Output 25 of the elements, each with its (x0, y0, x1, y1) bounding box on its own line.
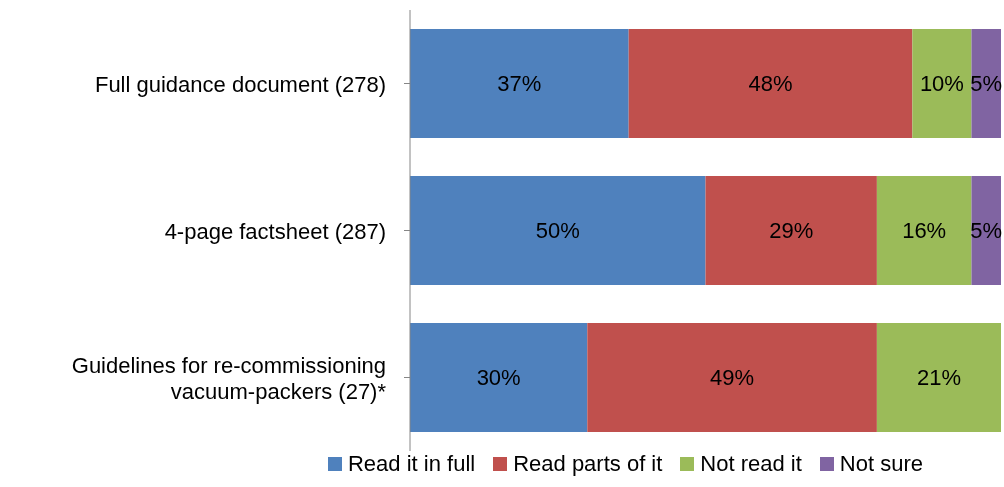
data-label: 37% (497, 71, 542, 97)
legend-label: Read parts of it (513, 451, 663, 477)
data-label: 30% (476, 365, 521, 391)
data-label: 21% (916, 365, 961, 391)
y-tick-label: Full guidance document (278) (94, 71, 386, 96)
legend-label: Read it in full (347, 451, 476, 477)
bar (912, 29, 972, 139)
data-label: 50% (535, 218, 580, 244)
data-label: 49% (710, 365, 755, 391)
bar (876, 176, 972, 286)
bar (410, 29, 629, 139)
bar (876, 323, 1001, 433)
data-label: 29% (769, 218, 814, 244)
data-label: 16% (902, 218, 947, 244)
legend-label: Not sure (839, 451, 924, 477)
bar (410, 323, 588, 433)
bar (410, 176, 706, 286)
bar (628, 29, 913, 139)
data-label: 10% (919, 71, 964, 97)
legend-label: Not read it (700, 451, 802, 477)
y-tick-label: 4-page factsheet (287) (164, 218, 386, 243)
bar (705, 176, 877, 286)
data-label: 48% (748, 71, 793, 97)
bar (587, 323, 877, 433)
y-tick-label: Guidelines for re-commissioning vacuum-packers (27)* (71, 352, 387, 403)
